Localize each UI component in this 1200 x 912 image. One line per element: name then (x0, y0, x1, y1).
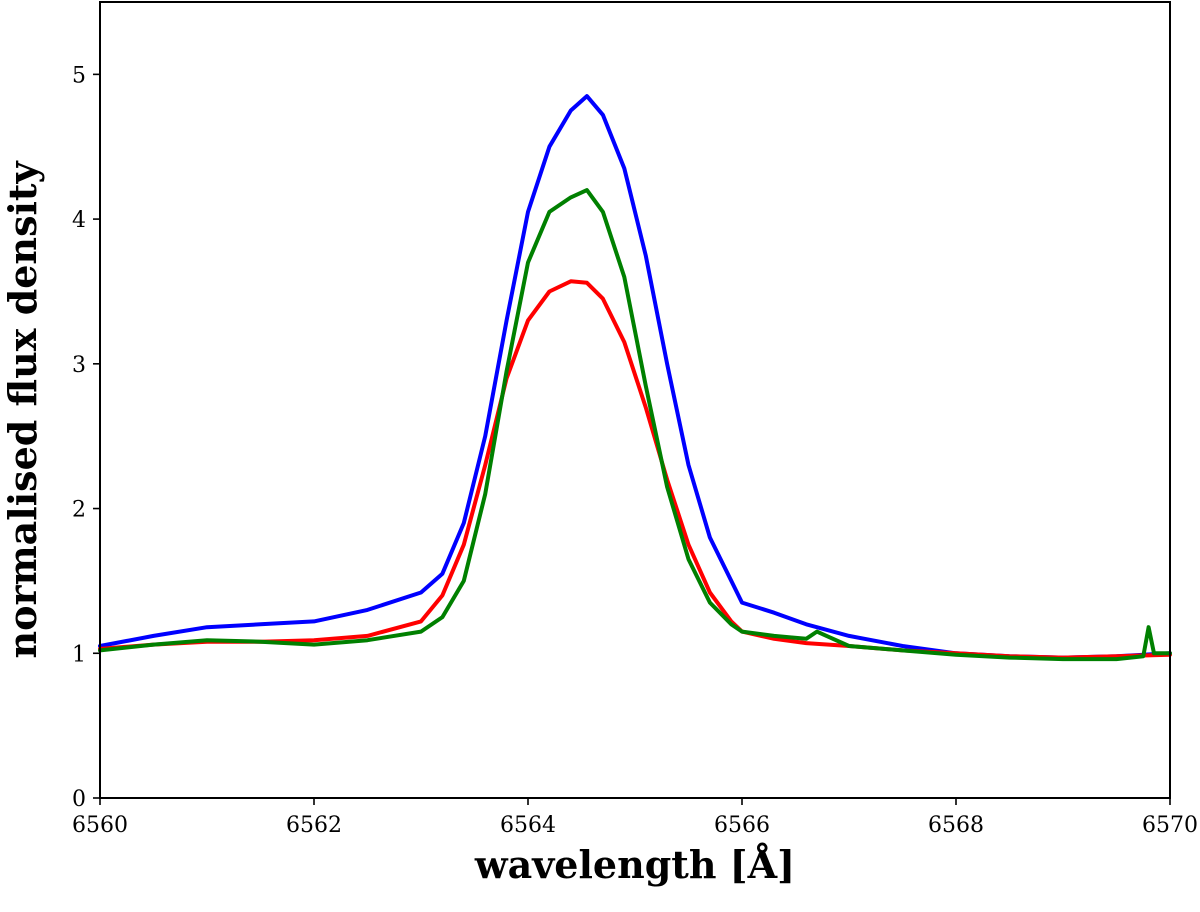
y-tick-label: 1 (72, 642, 86, 667)
x-tick-label: 6566 (714, 813, 770, 838)
series-layer (98, 94, 1172, 662)
x-tick-label: 6560 (72, 813, 128, 838)
x-tick-label: 6570 (1142, 813, 1198, 838)
x-tick-label: 6564 (500, 813, 556, 838)
tick-layer: 6560 6562 6564 6566 6568 6570 0 1 2 3 4 5 (72, 63, 1198, 838)
x-tick-label: 6562 (286, 813, 342, 838)
series-line-3 (98, 188, 1172, 662)
y-tick-label: 0 (72, 787, 86, 812)
y-tick-label: 3 (72, 353, 86, 378)
x-axis-title: wavelength [Å] (474, 842, 795, 887)
y-axis-title: normalised flux density (0, 161, 45, 659)
y-tick-label: 2 (72, 498, 86, 523)
y-tick-label: 4 (72, 208, 86, 233)
series-line-1 (98, 94, 1172, 660)
plot-frame (99, 1, 1171, 799)
y-tick-label: 5 (72, 63, 86, 88)
x-tick-label: 6568 (928, 813, 984, 838)
